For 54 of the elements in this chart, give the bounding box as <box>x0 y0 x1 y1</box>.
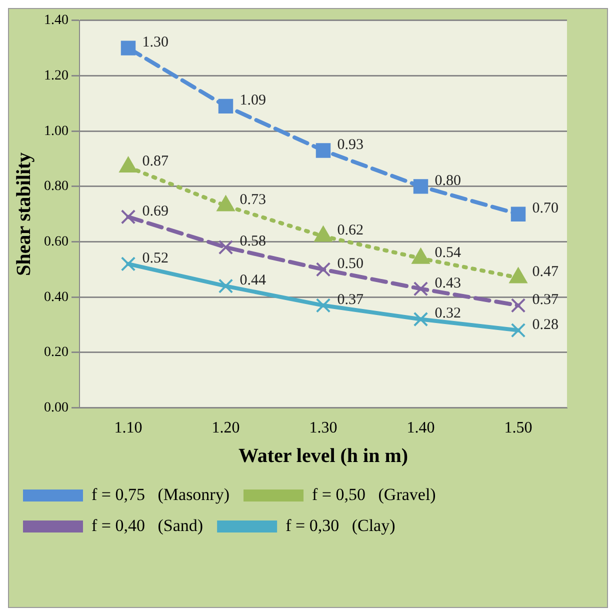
x-axis-title: Water level (h in m) <box>238 445 408 468</box>
data-label: 0.80 <box>434 172 461 189</box>
point <box>218 240 234 255</box>
point <box>316 262 331 277</box>
point <box>413 281 428 296</box>
legend-label: f = 0,40 (Sand) <box>92 516 204 535</box>
point <box>510 298 526 313</box>
point <box>316 298 331 313</box>
point <box>510 322 526 338</box>
data-label: 0.44 <box>240 272 266 288</box>
y-tick-label: 0.80 <box>44 179 68 194</box>
data-label: 0.58 <box>240 234 266 250</box>
point <box>510 206 526 222</box>
data-label: 0.47 <box>532 264 559 280</box>
data-label: 0.32 <box>434 306 461 322</box>
point <box>120 40 136 56</box>
x-tick-label: 1.50 <box>504 420 532 437</box>
point <box>120 210 136 224</box>
point <box>316 143 331 158</box>
data-label: 0.50 <box>337 256 364 272</box>
point <box>413 312 428 327</box>
data-label: 0.62 <box>337 222 364 239</box>
data-label: 0.93 <box>337 136 364 153</box>
data-label: 1.09 <box>240 92 266 109</box>
legend-label: f = 0,75 (Masonry) <box>92 484 230 504</box>
y-tick-label: 0.40 <box>44 290 68 305</box>
data-label: 0.70 <box>532 200 558 217</box>
data-label: 0.69 <box>142 203 168 220</box>
data-label: 0.43 <box>434 275 461 292</box>
legend-label: f = 0,30 (Clay) <box>286 516 396 535</box>
point <box>413 179 428 194</box>
x-tick-label: 1.10 <box>114 420 142 437</box>
data-label: 0.54 <box>434 244 462 261</box>
x-tick-label: 1.20 <box>212 420 240 437</box>
y-tick-label: 0.60 <box>44 234 68 250</box>
data-label: 0.37 <box>337 292 364 308</box>
point <box>120 256 136 272</box>
point <box>218 278 234 294</box>
x-tick-label: 1.40 <box>406 420 435 437</box>
y-axis-title: Shear stability <box>13 152 36 276</box>
y-tick-label: 1.40 <box>44 13 68 28</box>
point <box>218 98 234 114</box>
data-label: 1.30 <box>142 34 168 51</box>
legend-label: f = 0,50 (Gravel) <box>312 484 436 504</box>
x-tick-label: 1.30 <box>309 420 338 437</box>
data-label: 0.28 <box>532 316 558 333</box>
data-label: 0.73 <box>240 192 266 208</box>
data-label: 0.52 <box>142 250 168 266</box>
y-tick-label: 1.20 <box>44 68 68 84</box>
data-label: 0.87 <box>142 153 169 170</box>
y-tick-label: 0.00 <box>44 400 68 416</box>
data-label: 0.37 <box>532 292 559 308</box>
y-tick-label: 1.00 <box>44 124 68 139</box>
y-tick-label: 0.20 <box>44 345 68 360</box>
